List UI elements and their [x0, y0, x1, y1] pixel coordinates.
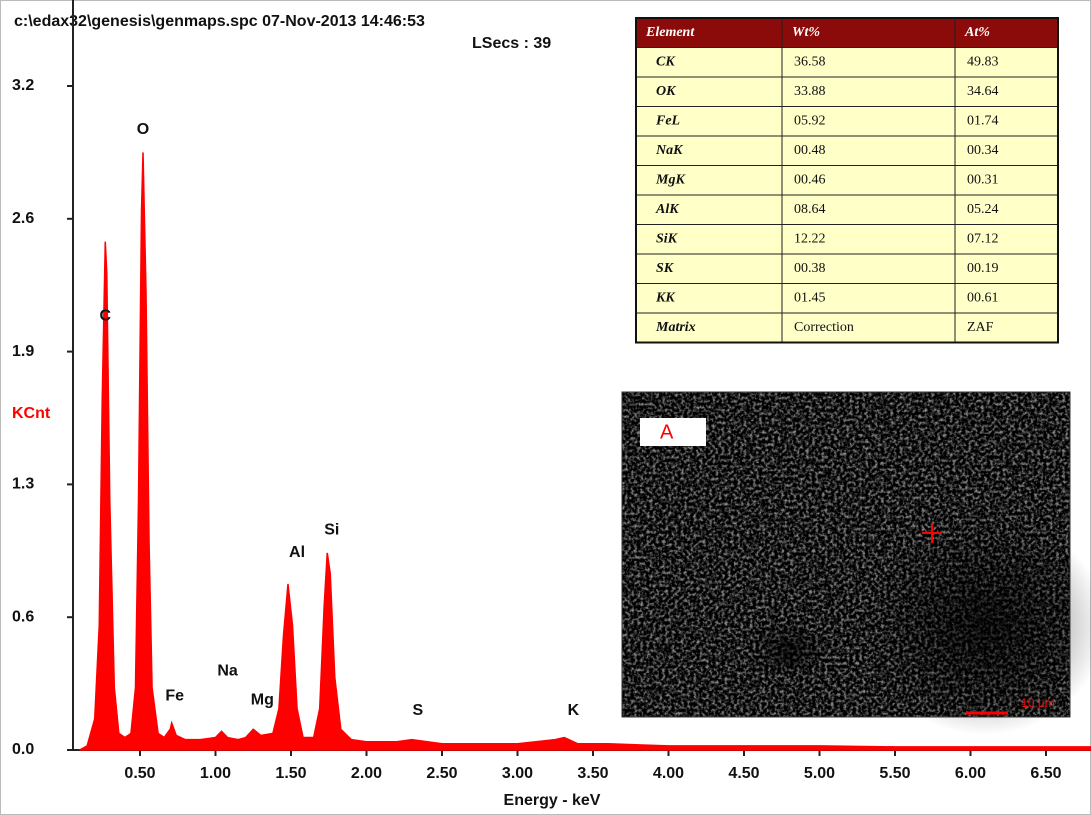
- x-tick-label: 2.00: [351, 765, 382, 782]
- table-cell: 00.31: [967, 172, 999, 187]
- peak-label: Al: [289, 544, 305, 561]
- scale-label: 10 µm: [1021, 696, 1055, 710]
- header: c:\edax32\genesis\genmaps.spc 07-Nov-201…: [14, 13, 425, 30]
- x-tick-label: 4.50: [728, 765, 759, 782]
- subheader: LSecs : 39: [472, 35, 551, 52]
- peak-label: Si: [324, 521, 339, 538]
- table-row-bg: [636, 165, 1058, 195]
- table-cell: 05.92: [794, 113, 826, 128]
- table-cell: OK: [656, 84, 677, 99]
- x-tick-label: 6.00: [955, 765, 986, 782]
- table-cell: KK: [655, 290, 676, 305]
- table-header-cell: Wt%: [792, 25, 820, 40]
- y-tick-label: 3.2: [12, 77, 34, 94]
- y-tick-label: 1.9: [12, 343, 34, 360]
- table-cell: 33.88: [794, 84, 826, 99]
- table-cell: 00.38: [794, 261, 826, 276]
- table-cell: MgK: [655, 172, 686, 187]
- table-row-bg: [636, 254, 1058, 284]
- table-cell: ZAF: [967, 320, 994, 335]
- table-cell: SiK: [656, 231, 679, 246]
- table-cell: 08.64: [794, 202, 826, 217]
- table-border: [635, 17, 1059, 344]
- x-tick-label: 5.50: [879, 765, 910, 782]
- x-axis-label: Energy - keV: [504, 792, 601, 809]
- peak-label: O: [137, 121, 149, 138]
- table-row-bg: [636, 106, 1058, 136]
- table-cell: 36.58: [794, 54, 826, 69]
- peak-label: C: [99, 308, 111, 325]
- table-cell: 34.64: [967, 84, 999, 99]
- table-header-cell: At%: [964, 25, 990, 40]
- table-row-bg: [636, 47, 1058, 77]
- table-header-cell: Element: [645, 25, 695, 40]
- table-row-bg: [636, 77, 1058, 107]
- table-cell: Matrix: [655, 320, 696, 335]
- y-tick-label: 2.6: [12, 210, 34, 227]
- peak-label: Na: [217, 662, 238, 679]
- peak-label: S: [413, 702, 424, 719]
- table-cell: FeL: [655, 113, 680, 128]
- table-cell: 00.19: [967, 261, 999, 276]
- x-tick-label: 3.00: [502, 765, 533, 782]
- table-row-bg: [636, 224, 1058, 254]
- sem-image: A 10 µm: [621, 391, 1091, 735]
- peak-label: Fe: [165, 687, 184, 704]
- table-cell: 12.22: [794, 231, 826, 246]
- table: Element Wt% At% CK 36.58 49.83 OK 33.88 34.64 FeL…: [635, 17, 1059, 344]
- x-tick-label: 1.50: [275, 765, 306, 782]
- table-cell: CK: [656, 54, 676, 69]
- x-tick-label: 2.50: [426, 765, 457, 782]
- table-cell: NaK: [655, 143, 684, 158]
- y-tick-label: 1.3: [12, 476, 34, 493]
- table-cell: AlK: [655, 202, 680, 217]
- table-cell: 01.74: [967, 113, 999, 128]
- table-cell: 00.46: [794, 172, 826, 187]
- spectrum: [79, 152, 1091, 751]
- y-tick-label: 0.6: [12, 608, 34, 625]
- sem-dark-region: [750, 620, 830, 680]
- sem-border: [621, 391, 1071, 718]
- x-tick-label: 4.00: [653, 765, 684, 782]
- table-cell: SK: [656, 261, 675, 276]
- x-tick-label: 0.50: [124, 765, 155, 782]
- table-row-bg: [636, 195, 1058, 225]
- y-axis-label: KCnt: [12, 405, 51, 422]
- x-tick-label: 1.00: [200, 765, 231, 782]
- sem-label-box: [640, 418, 706, 446]
- x-tick-label: 3.50: [577, 765, 608, 782]
- peak-label: K: [568, 702, 580, 719]
- table-cell: 00.61: [967, 290, 999, 305]
- x-tick-label: 6.50: [1030, 765, 1061, 782]
- y-tick-label: 0.0: [12, 741, 34, 758]
- table-header-bg: [636, 18, 1058, 48]
- table-cell: 05.24: [967, 202, 999, 217]
- table-row-bg: [636, 136, 1058, 166]
- table-cell: Correction: [794, 320, 854, 335]
- table-cell: 49.83: [967, 54, 999, 69]
- sem-dark-region: [865, 515, 1091, 735]
- peak-label: Mg: [251, 691, 274, 708]
- x-tick-label: 5.00: [804, 765, 835, 782]
- table-cell: 00.34: [967, 143, 999, 158]
- sem-label: A: [660, 421, 674, 443]
- table-cell: 07.12: [967, 231, 999, 246]
- table-cell: 00.48: [794, 143, 826, 158]
- table-row-bg: [636, 313, 1058, 343]
- table-cell: 01.45: [794, 290, 826, 305]
- table-row-bg: [636, 283, 1058, 313]
